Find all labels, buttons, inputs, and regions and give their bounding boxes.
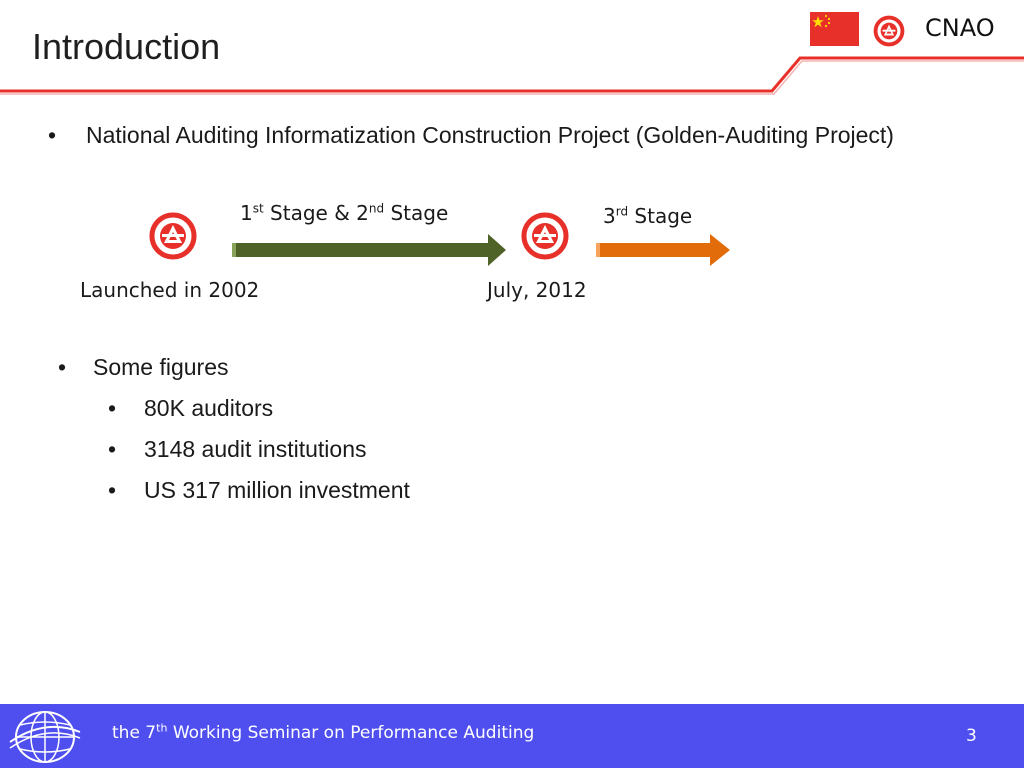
footer-suffix: Working Seminar on Performance Auditing [167,723,535,743]
stage3-suffix: Stage [628,204,693,228]
footer-sup: th [156,721,168,735]
china-flag-icon [810,12,859,46]
figure-item-auditors: 80K auditors [144,395,274,421]
cnao-emblem-icon [149,212,197,260]
stage1-prefix: 1 [240,201,253,225]
footer-seminar-text: the 7th Working Seminar on Performance A… [112,721,535,743]
launch-label: Launched in 2002 [80,278,260,302]
page-number: 3 [966,726,977,746]
header-divider [0,56,1024,95]
globe-logo-icon [9,711,81,763]
list-item: • [108,395,116,422]
stage1-mid: Stage & 2 [263,201,369,225]
stage1-sup: st [252,201,264,216]
list-item: • [108,436,116,463]
footer-bar [0,704,1024,768]
stage-3-arrow [596,234,730,266]
bullet-marker: • [58,354,67,380]
stage3-sup: rd [615,204,629,219]
bullet-marker: • [108,436,117,462]
list-item: • [108,477,116,504]
stage-1-2-label: 1st Stage & 2nd Stage [240,201,448,225]
footer-prefix: the 7 [112,723,157,743]
list-item: • [58,354,66,381]
stage-1-2-arrow [232,234,506,266]
org-name: CNAO [925,14,995,42]
bullet-marker: • [48,122,57,148]
stage-3-label: 3rd Stage [603,204,692,228]
milestone-label: July, 2012 [487,278,587,302]
figure-item-institutions: 3148 audit institutions [144,436,367,462]
page-title: Introduction [32,26,221,67]
main-bullet-text: National Auditing Informatization Constr… [86,122,894,148]
cnao-emblem-icon [873,15,905,47]
bullet-marker: • [108,395,117,421]
cnao-emblem-icon [521,212,569,260]
figures-heading: Some figures [93,354,229,380]
stage3-prefix: 3 [603,204,616,228]
bullet-marker: • [108,477,117,503]
figure-item-investment: US 317 million investment [144,477,410,503]
stage2-sup: nd [368,201,385,216]
stage1-suffix: Stage [384,201,449,225]
